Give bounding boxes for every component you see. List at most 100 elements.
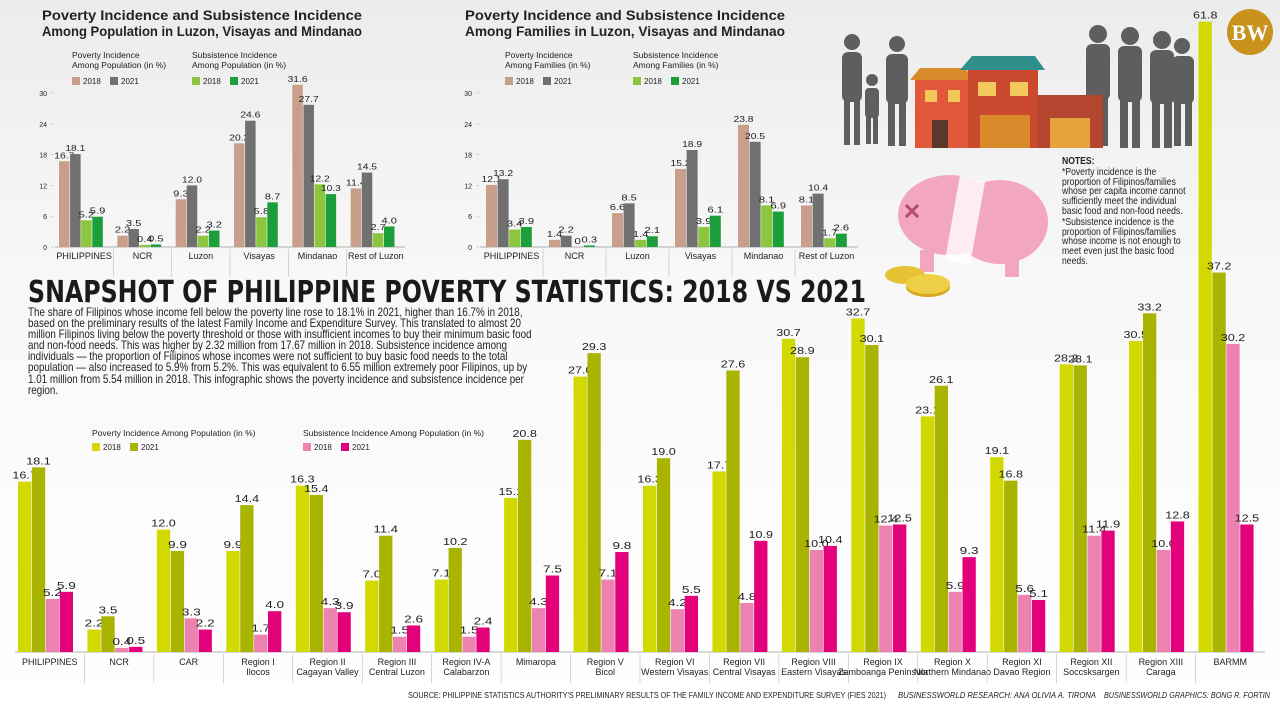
- logo: BW: [1227, 9, 1273, 55]
- value-label: 10.9: [749, 530, 774, 541]
- research-credit: BUSINESSWORLD RESEARCH: ANA OLIVIA A. TI…: [898, 691, 1096, 700]
- bar: [601, 579, 615, 652]
- bar: [486, 184, 497, 247]
- bar: [646, 236, 658, 247]
- value-label: 4.2: [668, 598, 687, 609]
- value-label: 12.1: [482, 175, 503, 184]
- x-tick-label: NCR: [133, 251, 153, 261]
- x-tick-label: Region VIII Eastern Visayas: [781, 657, 846, 677]
- value-label: 2.7: [370, 223, 386, 232]
- notes: NOTES: *Poverty incidence is the proport…: [1062, 156, 1197, 268]
- legend-label: 2018: [314, 443, 332, 452]
- value-label: 9.9: [224, 540, 243, 551]
- value-label: 5.2: [43, 588, 62, 599]
- value-label: 3.2: [206, 221, 222, 230]
- legend-group-title: Poverty Incidence: [72, 50, 140, 60]
- value-label: 12.2: [310, 174, 331, 183]
- bar: [234, 143, 245, 247]
- value-label: 37.2: [1207, 262, 1232, 273]
- legend-label: 2021: [554, 77, 572, 86]
- legend-group-title: Poverty Incidence: [505, 50, 573, 60]
- bar: [962, 557, 976, 652]
- legend-swatch: [192, 77, 200, 85]
- value-label: 30.2: [1221, 333, 1246, 344]
- value-label: 19.0: [651, 447, 676, 458]
- x-tick-label: Region IX Zamboanga Peninsula: [838, 657, 928, 677]
- bar: [393, 636, 407, 652]
- legend-group-title: Subsistence Incidence: [192, 50, 277, 60]
- value-label: 0: [574, 237, 581, 246]
- bar: [59, 591, 73, 652]
- bar: [323, 608, 337, 652]
- value-label: 2.2: [196, 619, 215, 630]
- x-tick-label: BARMM: [1214, 657, 1248, 667]
- bar: [383, 226, 395, 247]
- value-label: 7.0: [362, 570, 381, 581]
- value-label: 7.5: [543, 565, 562, 576]
- bar: [256, 217, 267, 247]
- bar: [1004, 480, 1018, 652]
- bar: [518, 439, 532, 652]
- bar: [129, 646, 143, 652]
- value-label: 4.8: [737, 592, 756, 603]
- bar: [823, 545, 837, 652]
- bar: [635, 239, 647, 247]
- value-label: 20.2: [229, 133, 250, 142]
- value-label: 12.0: [182, 175, 203, 184]
- bar: [920, 416, 935, 652]
- value-label: 15.1: [499, 487, 524, 498]
- value-label: 32.7: [846, 307, 871, 318]
- bar: [361, 172, 373, 247]
- y-tick-label: 12: [39, 183, 47, 190]
- value-label: 20.5: [745, 132, 766, 141]
- legend-label: 2018: [203, 77, 221, 86]
- value-label: 27.6: [721, 359, 746, 370]
- value-label: 0.4: [112, 637, 131, 648]
- y-tick-label: 18: [39, 153, 47, 160]
- value-label: 4.0: [265, 600, 284, 611]
- value-label: 3.9: [519, 217, 535, 226]
- bar: [379, 535, 393, 652]
- value-label: 11.4: [374, 525, 399, 536]
- bar: [865, 344, 879, 652]
- legend-swatch: [230, 77, 238, 85]
- bar: [709, 215, 721, 247]
- value-label: 3.5: [99, 605, 118, 616]
- value-label: 2.4: [474, 617, 493, 628]
- bar: [740, 603, 754, 652]
- value-label: 5.9: [946, 581, 965, 592]
- value-label: 27.0: [568, 366, 593, 377]
- bar: [267, 202, 278, 247]
- illustration-houses: [910, 56, 1103, 148]
- value-label: 15.2: [671, 159, 692, 168]
- value-label: 8.1: [759, 195, 775, 204]
- value-label: 2.2: [195, 226, 211, 235]
- legend-label: 2018: [103, 443, 121, 452]
- value-label: 10.4: [818, 535, 843, 546]
- bar: [698, 226, 710, 247]
- bar: [686, 149, 698, 247]
- bar: [31, 467, 46, 652]
- bar: [615, 552, 629, 652]
- chart-title: Poverty Incidence and Subsistence Incide…: [465, 7, 785, 23]
- y-tick-label: 24: [39, 122, 47, 129]
- value-label: 12.0: [151, 519, 176, 530]
- value-label: 6.9: [771, 202, 787, 211]
- x-tick-label: NCR: [109, 657, 129, 667]
- bar: [115, 647, 129, 652]
- bar: [497, 179, 509, 247]
- bar: [156, 529, 171, 652]
- x-tick-label: Rest of Luzon: [799, 251, 855, 261]
- value-label: 3.3: [182, 607, 201, 618]
- bar: [372, 233, 384, 247]
- legend-label: 2021: [241, 77, 259, 86]
- legend-group-title: Subsistence Incidence: [633, 50, 718, 60]
- value-label: 30.1: [860, 334, 885, 345]
- value-label: 11.4: [346, 178, 367, 187]
- chart-title: Poverty Incidence and Subsistence Incide…: [42, 7, 362, 23]
- legend-swatch: [72, 77, 80, 85]
- legend-swatch: [130, 443, 138, 451]
- legend-group-title: Among Population (in %): [72, 60, 166, 70]
- chart-title: Among Population in Luzon, Visayas and M…: [42, 23, 362, 39]
- value-label: 9.9: [168, 540, 187, 551]
